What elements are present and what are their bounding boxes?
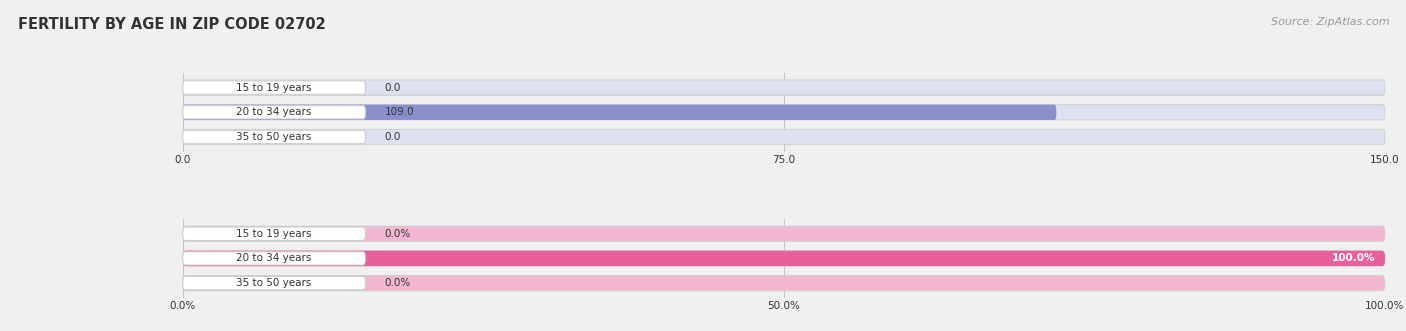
FancyBboxPatch shape — [183, 227, 366, 240]
Text: 0.0: 0.0 — [385, 83, 401, 93]
FancyBboxPatch shape — [183, 129, 1385, 145]
Text: 100.0%: 100.0% — [1331, 254, 1375, 263]
FancyBboxPatch shape — [183, 226, 1385, 241]
Text: FERTILITY BY AGE IN ZIP CODE 02702: FERTILITY BY AGE IN ZIP CODE 02702 — [18, 17, 326, 31]
Text: 20 to 34 years: 20 to 34 years — [236, 254, 312, 263]
FancyBboxPatch shape — [183, 275, 1385, 291]
Text: Source: ZipAtlas.com: Source: ZipAtlas.com — [1271, 17, 1389, 26]
FancyBboxPatch shape — [183, 81, 366, 94]
Text: 109.0: 109.0 — [385, 107, 415, 117]
Text: 35 to 50 years: 35 to 50 years — [236, 132, 312, 142]
FancyBboxPatch shape — [183, 276, 366, 290]
FancyBboxPatch shape — [183, 251, 1385, 266]
FancyBboxPatch shape — [183, 106, 366, 119]
Text: 35 to 50 years: 35 to 50 years — [236, 278, 312, 288]
Text: 0.0%: 0.0% — [385, 229, 411, 239]
FancyBboxPatch shape — [183, 105, 1385, 120]
FancyBboxPatch shape — [183, 80, 1385, 95]
Text: 15 to 19 years: 15 to 19 years — [236, 83, 312, 93]
FancyBboxPatch shape — [183, 252, 366, 265]
FancyBboxPatch shape — [183, 105, 1056, 120]
FancyBboxPatch shape — [183, 251, 1385, 266]
Text: 20 to 34 years: 20 to 34 years — [236, 107, 312, 117]
Text: 0.0: 0.0 — [385, 132, 401, 142]
FancyBboxPatch shape — [183, 130, 366, 144]
Text: 0.0%: 0.0% — [385, 278, 411, 288]
Text: 15 to 19 years: 15 to 19 years — [236, 229, 312, 239]
